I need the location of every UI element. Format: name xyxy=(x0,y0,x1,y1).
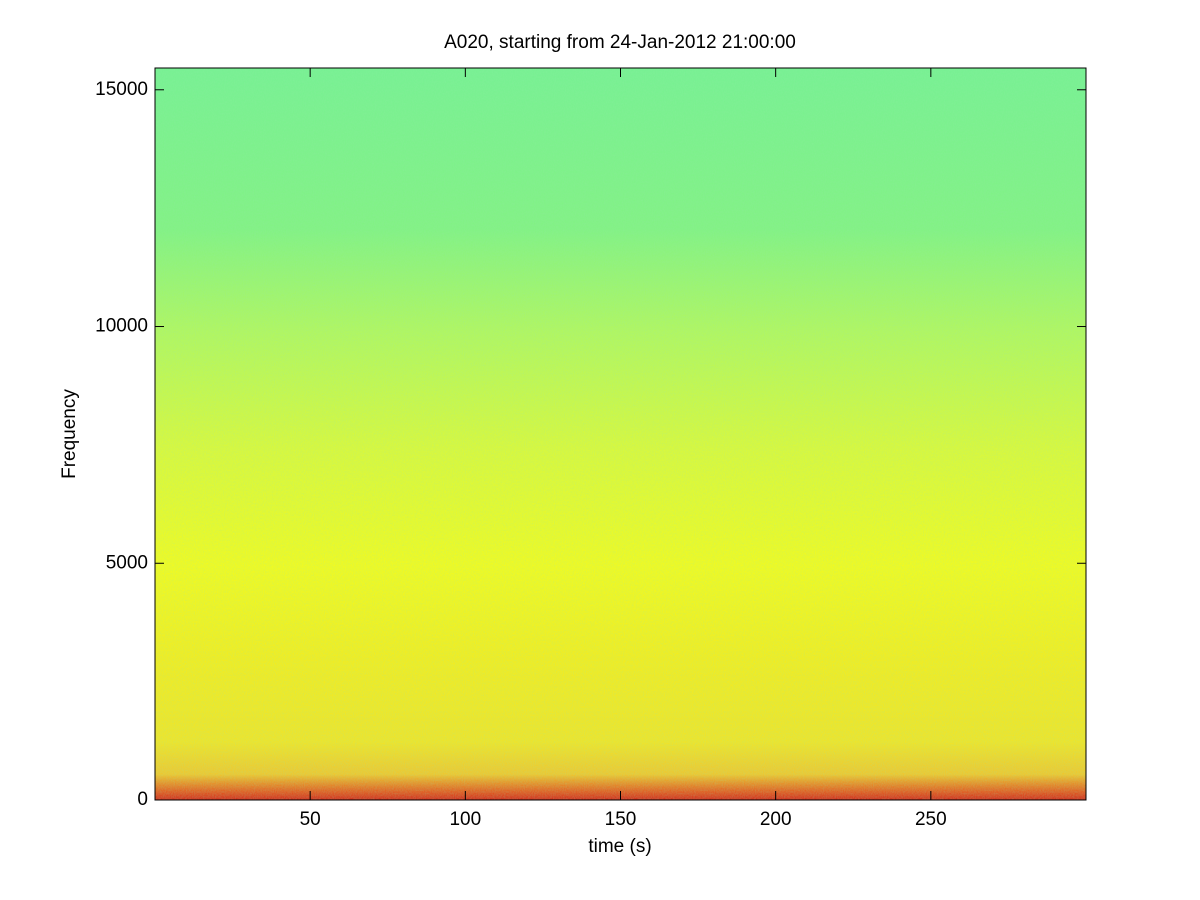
spectrogram-texture xyxy=(155,68,1086,800)
x-tick-label: 100 xyxy=(449,809,481,830)
y-tick-label: 10000 xyxy=(95,316,148,337)
chart-title: A020, starting from 24-Jan-2012 21:00:00 xyxy=(444,32,796,53)
y-tick-label: 0 xyxy=(137,789,148,810)
y-tick-label: 5000 xyxy=(106,552,148,573)
x-tick-label: 200 xyxy=(760,809,792,830)
y-tick-label: 15000 xyxy=(95,79,148,100)
x-tick-label: 50 xyxy=(300,809,321,830)
y-axis-label: Frequency xyxy=(59,389,80,479)
spectrogram-image xyxy=(155,68,1086,800)
x-tick-label: 250 xyxy=(915,809,947,830)
x-tick-label: 150 xyxy=(605,809,637,830)
x-axis-label: time (s) xyxy=(588,836,651,857)
